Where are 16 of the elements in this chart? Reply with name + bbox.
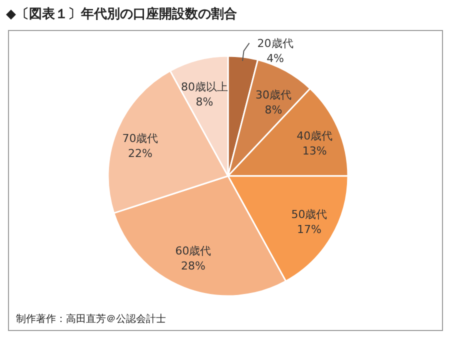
chart-title: ◆〔図表１〕年代別の口座開設数の割合 [6,6,237,22]
slice-label: 40歳代 [296,130,333,143]
slice-label: 30歳代 [255,88,292,102]
data-label: 22% [128,147,152,160]
slice-label: 60歳代 [175,244,212,258]
slice-label: 20歳代 [257,37,294,50]
data-label: 8% [196,95,214,108]
slice-label: 70歳代 [122,132,158,146]
data-label: 8% [264,103,282,116]
data-label: 28% [181,259,206,272]
slice-label: 80歳以上 [181,80,228,94]
data-label: 13% [302,144,327,158]
slice-label: 50歳代 [291,208,328,221]
data-label: 4% [266,52,284,66]
data-label: 17% [297,222,322,236]
text: 制作著作：高田直芳＠公認会計士 [16,313,166,325]
